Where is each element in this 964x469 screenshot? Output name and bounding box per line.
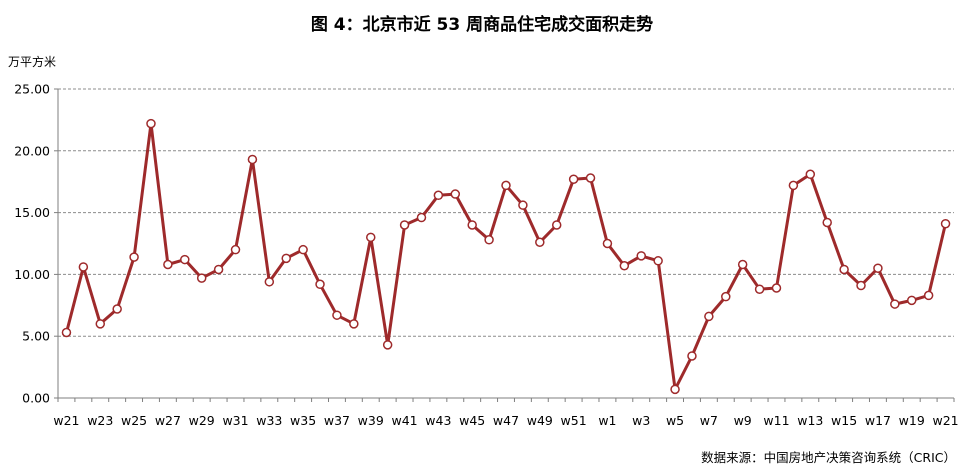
data-point [180, 254, 190, 265]
data-point [281, 253, 291, 264]
gridlines [58, 88, 954, 337]
data-point [940, 218, 951, 229]
series-line [65, 122, 947, 391]
x-tick-label: w29 [189, 413, 215, 428]
data-point [484, 235, 494, 245]
x-tick-label: w13 [797, 413, 823, 428]
x-tick-label: w31 [222, 413, 248, 428]
y-tick-label: 5.00 [22, 329, 50, 344]
data-point [213, 264, 224, 275]
x-tick-label: w27 [155, 413, 181, 428]
x-tick-label: w35 [290, 413, 316, 428]
data-point [366, 232, 376, 243]
data-point [518, 200, 528, 210]
y-tick-label: 0.00 [22, 391, 50, 406]
data-point [298, 244, 308, 255]
data-point [332, 310, 342, 320]
data-point [670, 384, 680, 395]
x-tick-label: w23 [87, 413, 113, 428]
x-tick-label: w1 [598, 413, 616, 428]
data-point [856, 280, 866, 291]
data-point [61, 327, 72, 338]
data-point [163, 259, 173, 270]
y-tick-label: 20.00 [14, 143, 50, 158]
data-point [636, 251, 646, 261]
x-tick-label: w41 [391, 413, 417, 428]
x-tick-label: w9 [734, 413, 752, 428]
data-point [822, 217, 832, 228]
data-point [805, 169, 816, 180]
axes [54, 88, 955, 402]
data-point [788, 180, 799, 191]
data-point [923, 290, 934, 301]
data-point [315, 279, 325, 290]
data-point [721, 291, 731, 302]
x-tick-label: w49 [527, 413, 553, 428]
data-point [687, 351, 697, 361]
data-point [568, 174, 579, 184]
data-point [112, 304, 122, 314]
data-point [264, 277, 275, 287]
data-point [399, 220, 410, 230]
data-point [619, 260, 630, 271]
data-point [737, 259, 748, 270]
data-point [873, 263, 883, 273]
series-group [61, 118, 951, 395]
data-point [95, 319, 106, 329]
data-source-note: 数据来源：中国房地产决策咨询系统（CRIC） [701, 450, 956, 465]
y-tick-label: 25.00 [14, 82, 50, 97]
data-point [349, 319, 359, 329]
data-point [196, 273, 207, 283]
x-tick-label: w15 [831, 413, 857, 428]
data-point [771, 283, 782, 293]
x-tick-label: w3 [632, 413, 650, 428]
x-tick-label: w37 [324, 413, 350, 428]
data-point [906, 295, 917, 306]
data-point [501, 180, 511, 191]
x-tick-label: w51 [561, 413, 587, 428]
data-point [230, 244, 241, 255]
x-tick-label: w17 [865, 413, 891, 428]
x-tick-label: w33 [256, 413, 282, 428]
data-point [247, 154, 258, 165]
data-point [839, 264, 849, 275]
x-tick-label: w47 [493, 413, 519, 428]
y-tick-labels: 0.00 5.00 10.00 15.00 20.00 25.00 [14, 82, 50, 406]
data-point [467, 220, 477, 230]
data-point [78, 262, 89, 272]
data-point [433, 190, 444, 201]
x-tick-label: w5 [666, 413, 684, 428]
data-point [129, 252, 139, 262]
x-tick-label: w25 [121, 413, 147, 428]
y-tick-label: 15.00 [14, 205, 50, 220]
x-tick-labels: w21 w23 w25 w27 w29 w31 w33 w35 w37 w39 w41 w43 w45 w… [53, 413, 958, 428]
data-point [653, 256, 663, 266]
data-point [754, 284, 765, 294]
data-point [535, 237, 545, 248]
x-tick-label: w19 [899, 413, 925, 428]
x-tick-label: w43 [425, 413, 451, 428]
data-point [551, 220, 562, 230]
data-point [450, 189, 461, 199]
x-tick-label: w21 [932, 413, 958, 428]
x-tick-label: w11 [763, 413, 789, 428]
y-axis-unit-label: 万平方米 [8, 54, 56, 69]
data-point [146, 118, 156, 129]
chart-title: 图 4：北京市近 53 周商品住宅成交面积走势 [311, 14, 653, 35]
data-point [704, 311, 714, 322]
x-tick-label: w45 [459, 413, 485, 428]
data-point [382, 340, 393, 350]
x-tick-label: w39 [358, 413, 384, 428]
data-point [585, 173, 596, 183]
x-tick-label: w21 [53, 413, 79, 428]
data-point [416, 212, 427, 223]
data-point [602, 238, 613, 249]
data-point [890, 299, 900, 309]
y-tick-label: 10.00 [14, 267, 50, 282]
x-tick-label: w7 [700, 413, 718, 428]
